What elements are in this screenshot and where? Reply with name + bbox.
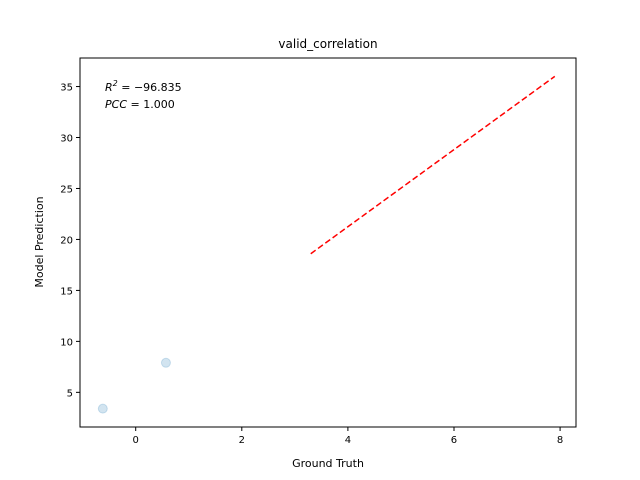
y-axis-label: Model Prediction	[33, 196, 46, 287]
r2-symbol: R	[105, 81, 113, 94]
x-tick-label: 0	[133, 435, 139, 446]
x-tick-label: 2	[239, 435, 245, 446]
data-point	[160, 357, 171, 368]
x-tick-label: 4	[345, 435, 351, 446]
fit-line	[310, 75, 556, 255]
y-tick-label: 10	[60, 337, 73, 348]
points-layer	[97, 357, 171, 414]
y-tick-label: 20	[60, 235, 73, 246]
x-axis-label: Ground Truth	[292, 457, 364, 470]
x-tick-label: 6	[451, 435, 457, 446]
r2-superscript: 2	[113, 79, 118, 88]
fit-line-layer	[310, 75, 556, 255]
y-tick-label: 15	[60, 286, 73, 297]
data-point	[97, 403, 108, 414]
plot-area	[79, 57, 577, 428]
chart-title: valid_correlation	[278, 37, 377, 51]
y-tick-label: 5	[67, 388, 73, 399]
pcc-value: = 1.000	[127, 98, 175, 111]
axes-frame	[79, 57, 577, 428]
y-axis: 5 10 15 20 25 30 35	[60, 83, 80, 399]
x-tick-label: 8	[557, 435, 563, 446]
stats-annotation: R2 = −96.835 PCC = 1.000	[105, 79, 182, 111]
pcc-symbol: PCC	[105, 98, 127, 111]
x-axis: 0 2 4 6 8	[133, 427, 563, 446]
y-tick-label: 25	[60, 184, 73, 195]
y-tick-label: 35	[60, 83, 73, 94]
pcc-annotation: PCC = 1.000	[105, 98, 175, 111]
r2-annotation: R2 = −96.835	[105, 79, 182, 94]
y-tick-label: 30	[60, 134, 73, 145]
r2-value: = −96.835	[118, 81, 182, 94]
